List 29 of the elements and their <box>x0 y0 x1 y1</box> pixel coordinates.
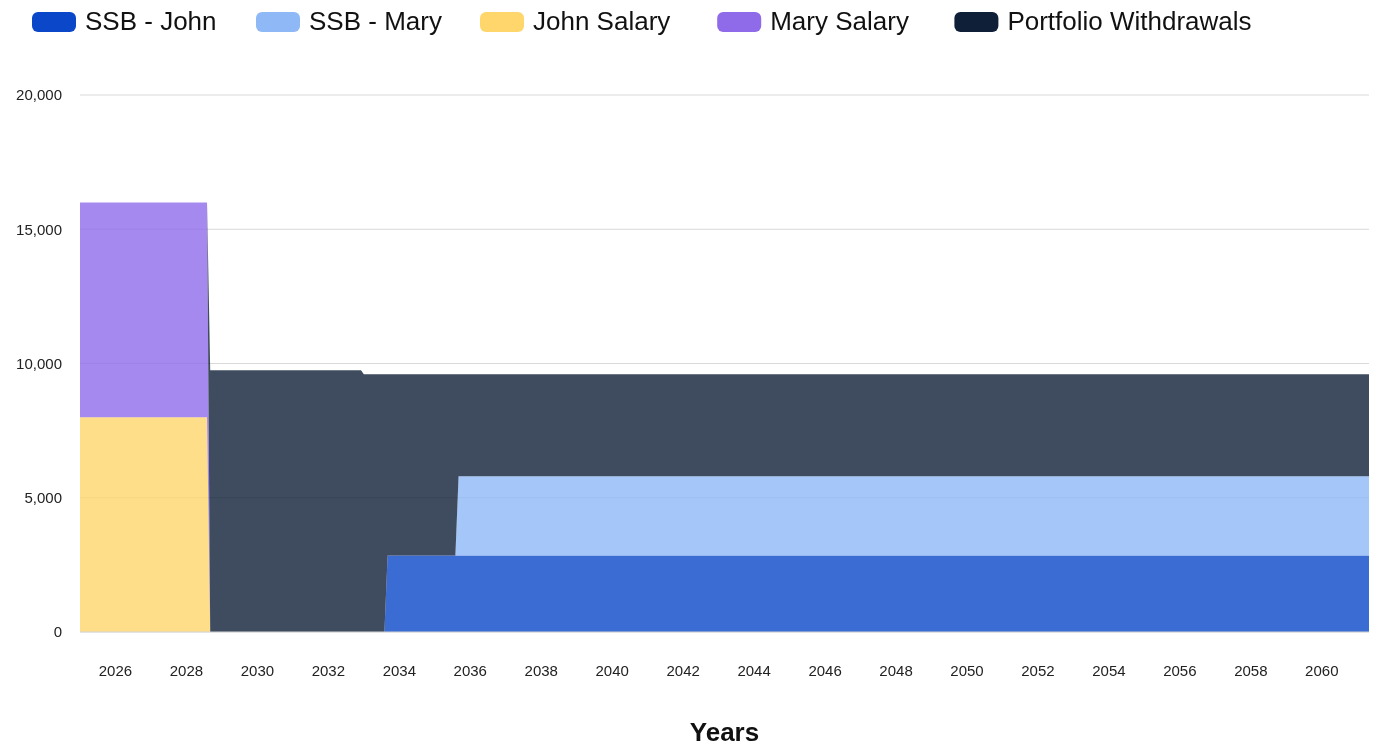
x-axis-title: Years <box>689 717 760 747</box>
legend-label: John Salary <box>533 6 671 36</box>
x-tick-label: 2032 <box>311 662 346 679</box>
y-tick-label: 5,000 <box>24 489 62 506</box>
x-tick-label: 2038 <box>524 662 558 679</box>
x-tick-label: 2028 <box>169 662 204 679</box>
x-tick-label: 2050 <box>950 662 984 679</box>
y-tick-label: 15,000 <box>16 220 62 238</box>
x-tick-label: 2048 <box>879 662 913 679</box>
x-tick-label: 2060 <box>1305 662 1339 679</box>
y-tick-label: 10,000 <box>16 354 62 372</box>
x-tick-label: 2042 <box>666 662 700 679</box>
x-tick-label: 2026 <box>98 662 133 679</box>
y-tick-label: 0 <box>53 623 62 641</box>
x-tick-label: 2044 <box>737 662 771 679</box>
x-tick-label: 2054 <box>1092 662 1126 679</box>
y-tick-label: 20,000 <box>16 86 62 104</box>
x-tick-label: 2040 <box>595 662 629 679</box>
legend-label: SSB - John <box>85 6 217 36</box>
legend-label: Portfolio Withdrawals <box>1007 6 1252 36</box>
x-tick-label: 2056 <box>1163 662 1197 679</box>
legend-label: SSB - Mary <box>309 6 442 36</box>
x-tick-label: 2034 <box>382 662 417 679</box>
x-tick-label: 2030 <box>240 662 275 679</box>
x-tick-label: 2036 <box>453 662 487 679</box>
x-tick-label: 2058 <box>1234 662 1268 679</box>
x-tick-label: 2052 <box>1021 662 1055 679</box>
x-tick-label: 2046 <box>808 662 842 679</box>
legend-label: Mary Salary <box>770 6 909 36</box>
